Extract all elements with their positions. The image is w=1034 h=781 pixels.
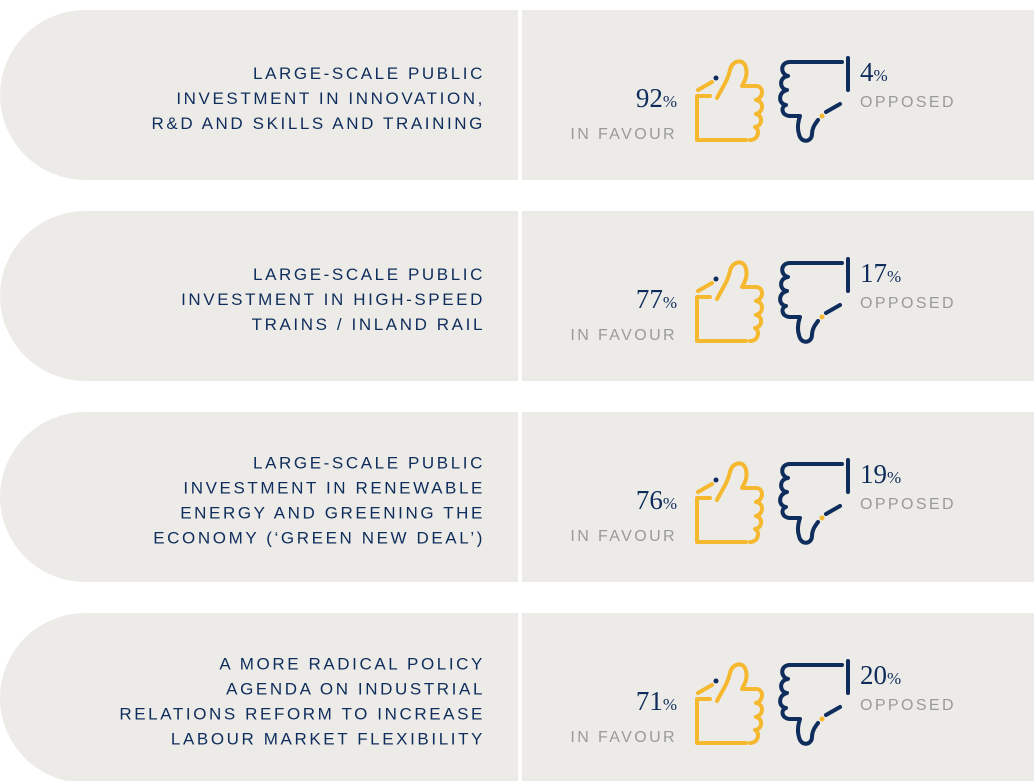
value: 20 bbox=[860, 660, 887, 690]
result-panel bbox=[522, 211, 1034, 381]
icon-dot bbox=[819, 716, 825, 722]
thumb-up-icon bbox=[695, 260, 764, 343]
row-label: R&D AND SKILLS AND TRAINING bbox=[152, 114, 485, 133]
icon-dot bbox=[819, 314, 825, 320]
opposed-value: 20% bbox=[860, 660, 901, 690]
unit: % bbox=[663, 494, 677, 513]
row-label: ECONOMY (‘GREEN NEW DEAL’) bbox=[153, 529, 485, 548]
row-label: INVESTMENT IN RENEWABLE bbox=[183, 479, 485, 498]
value: 4 bbox=[860, 57, 874, 87]
value: 19 bbox=[860, 459, 887, 489]
thumb-down-icon bbox=[778, 56, 850, 143]
unit: % bbox=[663, 695, 677, 714]
in-favour-label: IN FAVOUR bbox=[570, 327, 677, 344]
opposed-value: 17% bbox=[860, 258, 901, 288]
label-panel bbox=[0, 211, 518, 381]
unit: % bbox=[887, 468, 901, 487]
thumb-down-icon bbox=[778, 659, 850, 746]
row-label: A MORE RADICAL POLICY bbox=[219, 655, 485, 674]
label-panel bbox=[0, 10, 518, 180]
unit: % bbox=[874, 66, 888, 85]
value: 71 bbox=[636, 686, 663, 716]
icon-dot bbox=[713, 75, 719, 81]
opposed-label: OPPOSED bbox=[860, 94, 956, 111]
thumb-down-icon bbox=[778, 458, 850, 545]
row-label: LABOUR MARKET FLEXIBILITY bbox=[171, 730, 485, 749]
row: A MORE RADICAL POLICY AGENDA ON INDUSTRIA… bbox=[0, 613, 1034, 781]
row: LARGE-SCALE PUBLIC INVESTMENT IN INNOVATI… bbox=[0, 10, 1034, 180]
row-label: LARGE-SCALE PUBLIC bbox=[253, 454, 485, 473]
row: LARGE-SCALE PUBLIC INVESTMENT IN RENEWABL… bbox=[0, 412, 1034, 582]
opposed-value: 19% bbox=[860, 459, 901, 489]
unit: % bbox=[663, 92, 677, 111]
thumb-down-icon bbox=[778, 257, 850, 344]
unit: % bbox=[887, 669, 901, 688]
unit: % bbox=[663, 293, 677, 312]
result-panel bbox=[522, 10, 1034, 180]
in-favour-label: IN FAVOUR bbox=[570, 528, 677, 545]
row: LARGE-SCALE PUBLIC INVESTMENT IN HIGH-SPE… bbox=[0, 211, 1034, 381]
row-label: LARGE-SCALE PUBLIC bbox=[253, 265, 485, 284]
thumb-up-icon bbox=[695, 59, 764, 142]
in-favour-label: IN FAVOUR bbox=[570, 126, 677, 143]
value: 76 bbox=[636, 485, 663, 515]
thumb-up-icon bbox=[695, 662, 764, 745]
value: 77 bbox=[636, 284, 663, 314]
label-panel bbox=[0, 613, 518, 781]
row-label: LARGE-SCALE PUBLIC bbox=[253, 64, 485, 83]
thumb-up-icon bbox=[695, 461, 764, 544]
opposed-label: OPPOSED bbox=[860, 295, 956, 312]
icon-dot bbox=[819, 515, 825, 521]
label-panel bbox=[0, 412, 518, 582]
row-label: INVESTMENT IN INNOVATION, bbox=[176, 89, 485, 108]
in-favour-value: 77% bbox=[636, 284, 677, 314]
unit: % bbox=[887, 267, 901, 286]
icon-dot bbox=[713, 276, 719, 282]
row-label: AGENDA ON INDUSTRIAL bbox=[226, 680, 485, 699]
in-favour-value: 71% bbox=[636, 686, 677, 716]
row-label: INVESTMENT IN HIGH-SPEED bbox=[181, 290, 485, 309]
row-label: TRAINS / INLAND RAIL bbox=[252, 315, 485, 334]
value: 92 bbox=[636, 83, 663, 113]
value: 17 bbox=[860, 258, 887, 288]
icon-dot bbox=[713, 477, 719, 483]
opposed-label: OPPOSED bbox=[860, 697, 956, 714]
icon-dot bbox=[819, 113, 825, 119]
in-favour-value: 92% bbox=[636, 83, 677, 113]
in-favour-value: 76% bbox=[636, 485, 677, 515]
in-favour-label: IN FAVOUR bbox=[570, 729, 677, 746]
row-label: RELATIONS REFORM TO INCREASE bbox=[119, 705, 485, 724]
row-label: ENERGY AND GREENING THE bbox=[180, 504, 485, 523]
opposed-label: OPPOSED bbox=[860, 496, 956, 513]
result-panel bbox=[522, 613, 1034, 781]
result-panel bbox=[522, 412, 1034, 582]
icon-dot bbox=[713, 678, 719, 684]
opposed-value: 4% bbox=[860, 57, 888, 87]
